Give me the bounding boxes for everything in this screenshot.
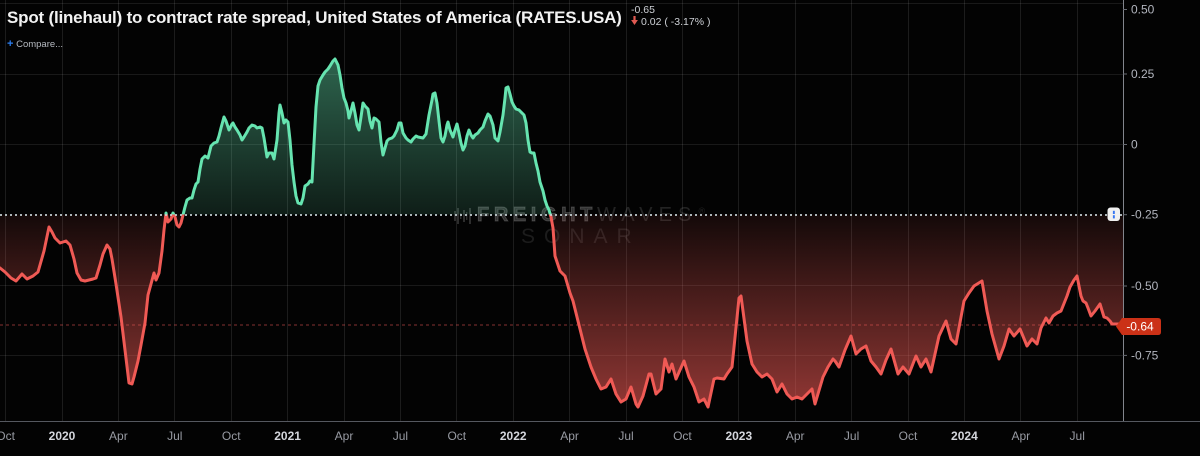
svg-text:Apr: Apr (560, 429, 579, 443)
svg-text:2021: 2021 (274, 429, 301, 443)
svg-text:2022: 2022 (500, 429, 527, 443)
svg-text:-0.75: -0.75 (1131, 348, 1159, 362)
svg-text:Oct: Oct (222, 429, 241, 443)
svg-text:0.50: 0.50 (1131, 3, 1155, 17)
svg-text:Apr: Apr (109, 429, 128, 443)
svg-text:-0.50: -0.50 (1131, 279, 1159, 293)
svg-text:2024: 2024 (951, 429, 978, 443)
svg-text:2020: 2020 (49, 429, 76, 443)
svg-text:Oct: Oct (0, 429, 16, 443)
svg-text:Apr: Apr (786, 429, 805, 443)
svg-text:Oct: Oct (673, 429, 692, 443)
svg-text:-0.64: -0.64 (1126, 320, 1154, 334)
svg-text:Jul: Jul (393, 429, 408, 443)
svg-text:Jul: Jul (618, 429, 633, 443)
svg-text:Jul: Jul (1070, 429, 1085, 443)
svg-text:0: 0 (1131, 138, 1138, 152)
svg-text:Apr: Apr (335, 429, 354, 443)
svg-text:Jul: Jul (844, 429, 859, 443)
svg-text:Oct: Oct (447, 429, 466, 443)
svg-text:0.25: 0.25 (1131, 67, 1155, 81)
svg-text:-0.25: -0.25 (1131, 208, 1159, 222)
svg-text:Apr: Apr (1011, 429, 1030, 443)
svg-text:Oct: Oct (899, 429, 918, 443)
svg-text:Jul: Jul (167, 429, 182, 443)
svg-text:2023: 2023 (725, 429, 752, 443)
